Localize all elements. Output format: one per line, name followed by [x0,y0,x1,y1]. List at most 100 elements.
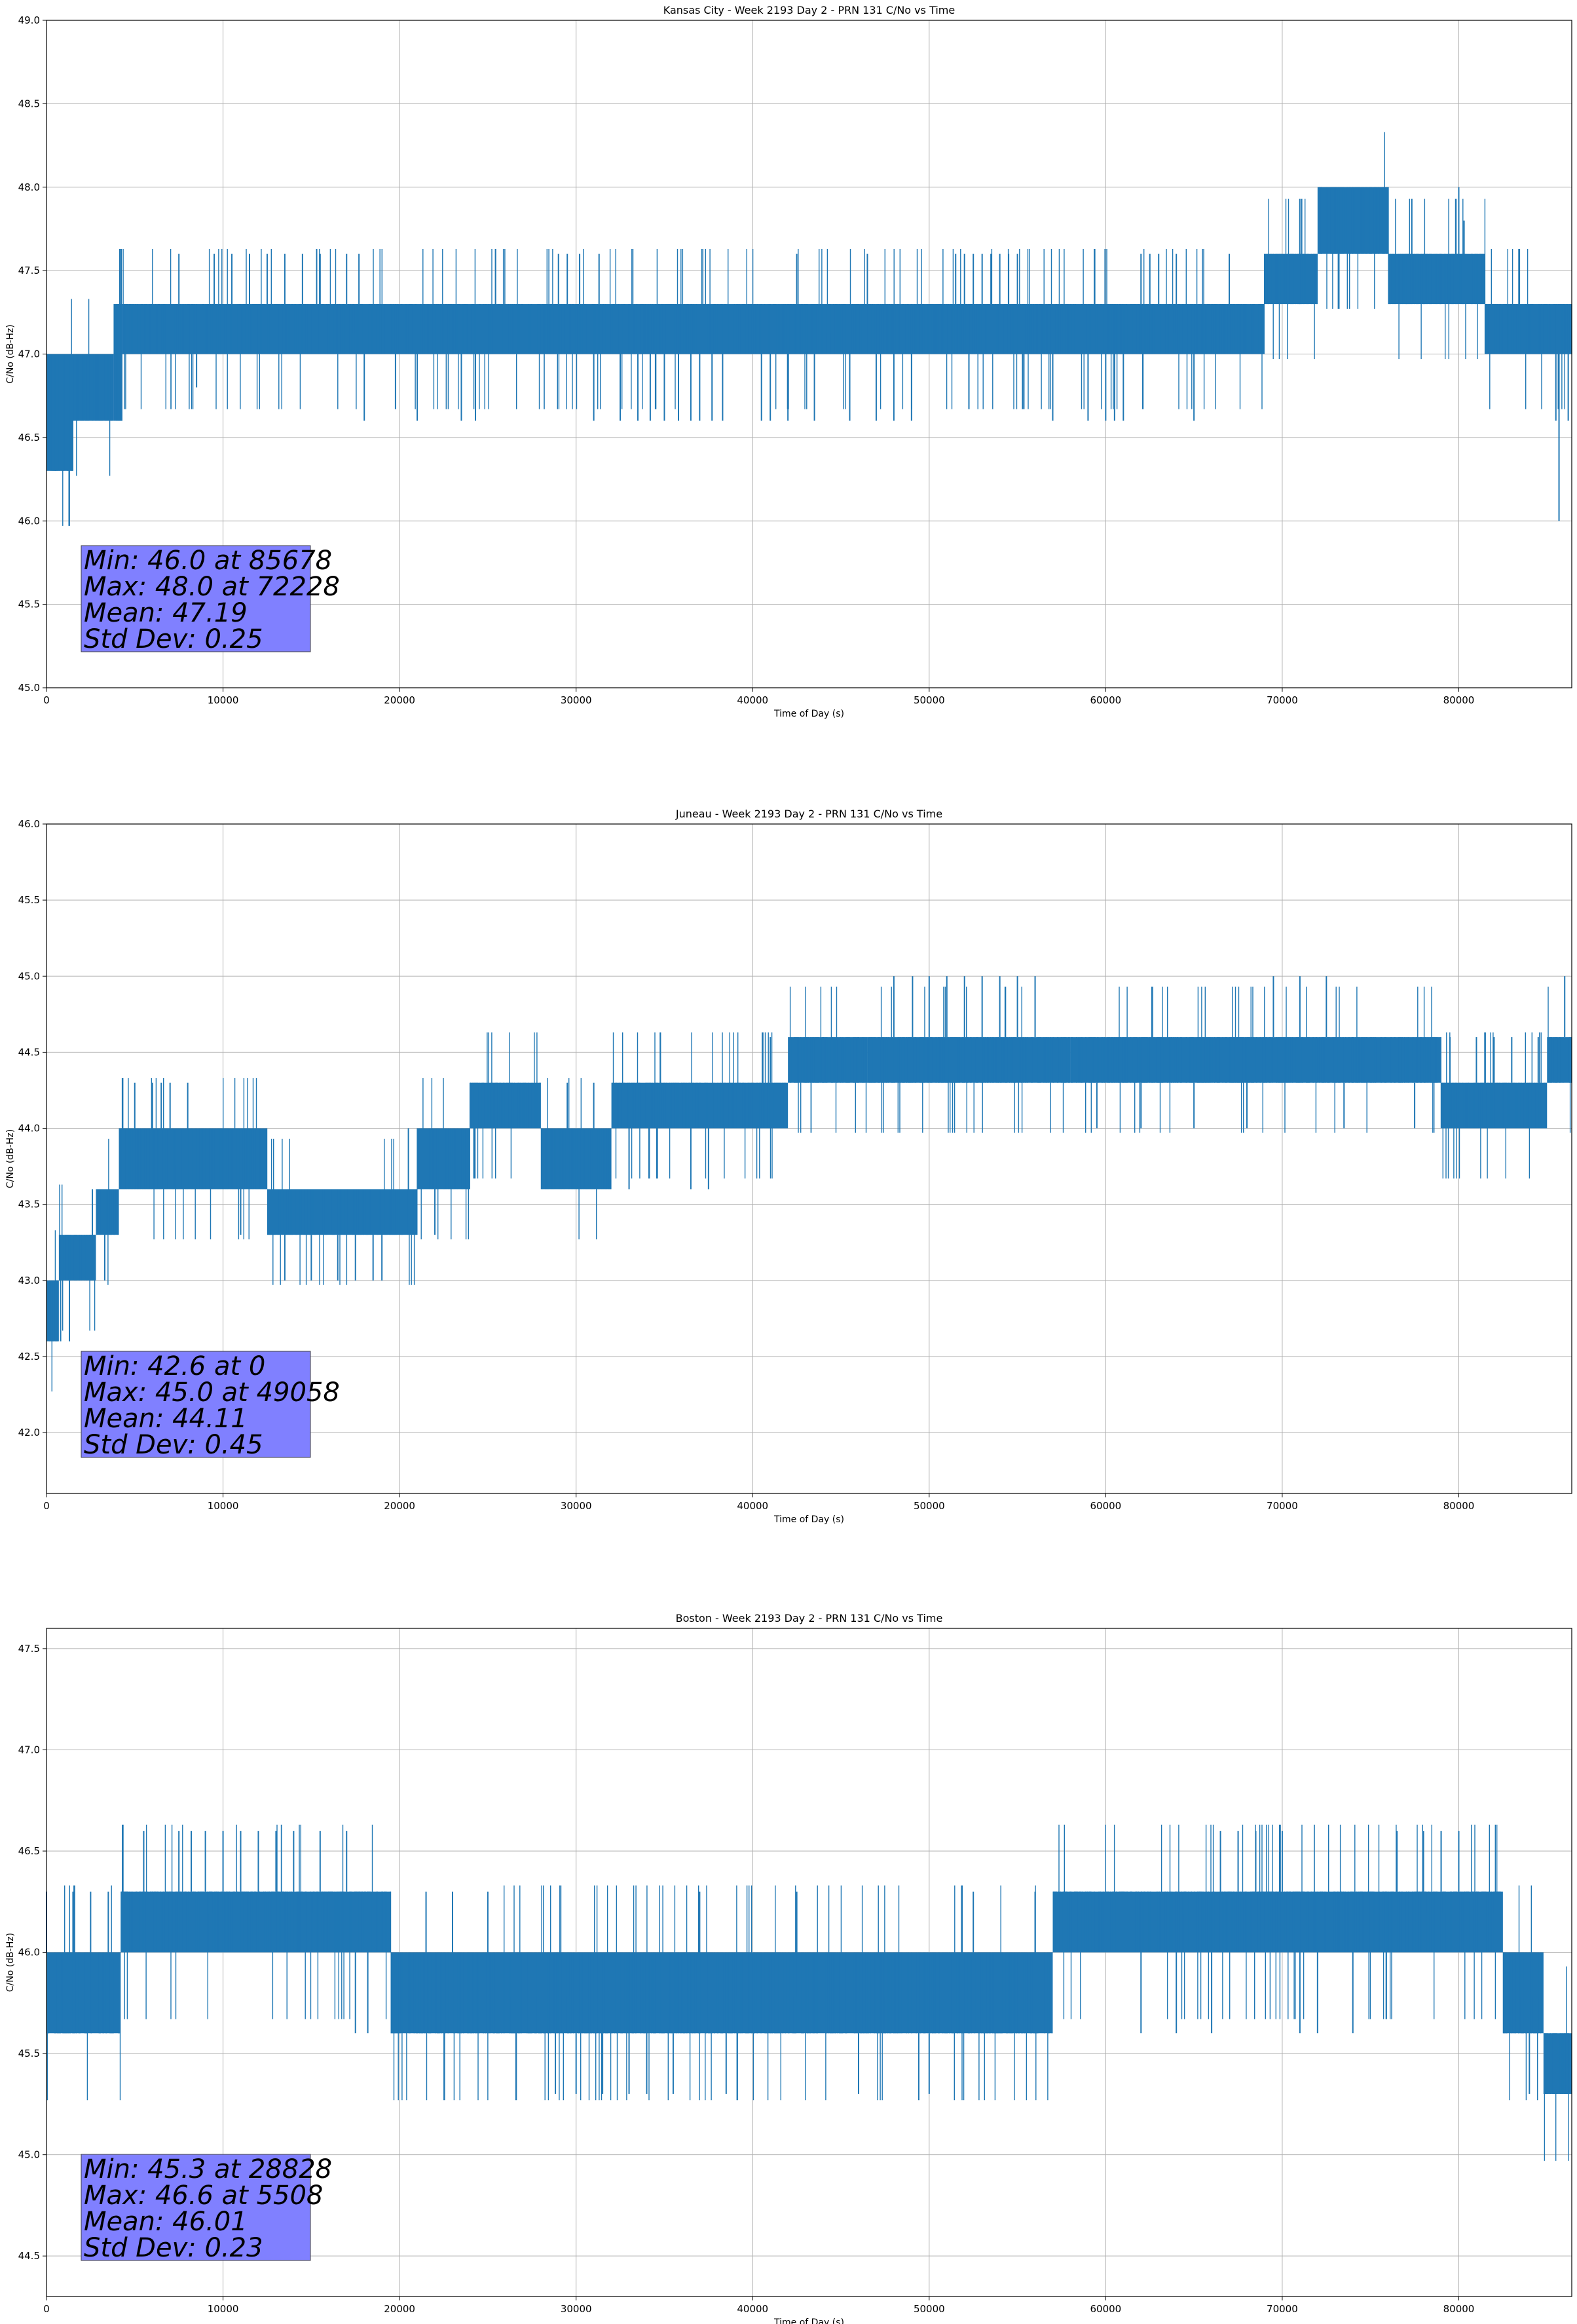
series-noise [73,299,113,476]
stats-max: Max: 45.0 at 49058 [84,1378,340,1408]
x-tick-label: 80000 [1443,1500,1475,1512]
chart-3: 0 10000 20000 30000 40000 50000 60000 70000 8000… [5,1612,1572,2324]
stats-min: Min: 45.3 at 28828 [84,2154,332,2184]
y-tick-label: 47.5 [18,265,40,276]
x-tick-label: 40000 [737,2303,768,2315]
y-tick-label: 46.5 [18,432,40,443]
chart-2: 0 10000 20000 30000 40000 50000 60000 70000 8000… [5,808,1572,1525]
x-tick-label: 70000 [1267,2303,1298,2315]
stats-std-dev: Std Dev: 0.25 [84,624,263,654]
series-noise [46,299,73,526]
series-noise [121,1824,392,2019]
series-noise [612,1032,787,1179]
chart-stack: 0 10000 20000 30000 40000 50000 60000 70000 8000… [5,4,1572,2324]
x-tick-label: 40000 [737,1500,768,1512]
series-noise [1052,1824,1502,2019]
stats-min: Min: 46.0 at 85678 [84,546,332,576]
series-noise [48,1230,58,1392]
chart-title: Juneau - Week 2193 Day 2 - PRN 131 C/No … [675,808,942,820]
stats-max: Max: 46.6 at 5508 [84,2181,323,2211]
x-tick-label: 20000 [384,2303,415,2315]
stats-max: Max: 48.0 at 72228 [84,572,340,602]
x-axis-label: Time of Day (s) [773,709,844,719]
y-tick-label: 45.0 [18,682,40,694]
y-tick-label: 47.5 [18,1643,40,1655]
series-noise [122,249,1265,409]
y-tick-label: 46.5 [18,1845,40,1857]
stats-mean: Mean: 47.19 [84,598,248,628]
series-noise [59,1184,96,1331]
x-tick-label: 10000 [208,1500,239,1512]
y-tick-label: 48.0 [18,181,40,193]
x-tick-label: 30000 [561,2303,592,2315]
x-axis-label: Time of Day (s) [773,2317,844,2324]
series-line [46,976,1572,1392]
series-band [73,354,114,421]
x-tick-label: 50000 [914,694,945,706]
y-tick-label: 47.0 [18,1744,40,1755]
series-noise [542,1078,612,1240]
series-noise [1440,1032,1547,1179]
series-noise [1543,1966,1569,2161]
x-tick-label: 20000 [384,1500,415,1512]
axes-frame [46,823,1572,1494]
y-tick-label: 45.5 [18,894,40,906]
y-tick-label: 46.0 [18,818,40,830]
x-tick-label: 60000 [1090,694,1122,706]
series-noise [119,1078,268,1240]
y-tick-label: 46.0 [18,515,40,527]
series-noise [789,986,867,1133]
axes-frame [46,1628,1572,2297]
x-tick-label: 40000 [737,694,768,706]
y-tick-label: 49.0 [18,14,40,26]
series-noise [96,1138,119,1285]
y-tick-label: 45.5 [18,2048,40,2059]
x-axis-label: Time of Day (s) [773,1514,844,1525]
y-axis-label: C/No (dB-Hz) [5,1129,16,1188]
x-tick-label: 20000 [384,694,415,706]
x-tick-label: 80000 [1443,2303,1475,2315]
x-tick-label: 30000 [561,694,592,706]
series-noise [1388,198,1486,360]
series-noise [417,1078,470,1240]
y-tick-label: 45.0 [18,2149,40,2161]
x-tick-label: 10000 [208,694,239,706]
series-noise [46,1885,121,2101]
stats-min: Min: 42.6 at 0 [84,1351,265,1381]
stats-mean: Mean: 44.11 [84,1404,248,1434]
series-band [470,1082,541,1129]
y-tick-label: 48.5 [18,98,40,109]
y-tick-label: 43.0 [18,1275,40,1286]
series-band [1070,1037,1441,1083]
series-band [96,1189,119,1235]
y-tick-label: 45.5 [18,599,40,610]
x-tick-label: 0 [43,1500,50,1512]
series-line [46,132,1572,526]
x-tick-label: 50000 [914,2303,945,2315]
chart-title: Kansas City - Week 2193 Day 2 - PRN 131 … [663,4,955,16]
y-tick-label: 44.5 [18,2250,40,2262]
x-tick-label: 0 [43,694,50,706]
y-tick-label: 46.0 [18,1947,40,1959]
x-tick-label: 70000 [1267,1500,1298,1512]
series-noise [267,1138,418,1285]
chart-title: Boston - Week 2193 Day 2 - PRN 131 C/No … [676,1612,943,1624]
stats-box-background [81,2154,311,2261]
x-tick-label: 0 [43,2303,50,2315]
stats-std-dev: Std Dev: 0.23 [84,2233,263,2263]
x-tick-label: 10000 [208,2303,239,2315]
x-tick-label: 60000 [1090,1500,1122,1512]
chart-1: 0 10000 20000 30000 40000 50000 60000 70000 8000… [5,4,1572,719]
series-noise [867,986,1070,1133]
y-axis-label: C/No (dB-Hz) [5,1933,16,1992]
y-tick-label: 47.0 [18,348,40,360]
x-tick-label: 60000 [1090,2303,1122,2315]
stats-box-background [81,1351,311,1458]
series-noise [1502,1885,1542,2101]
series-noise [390,1885,1052,2101]
x-tick-label: 70000 [1267,694,1298,706]
x-tick-label: 30000 [561,1500,592,1512]
